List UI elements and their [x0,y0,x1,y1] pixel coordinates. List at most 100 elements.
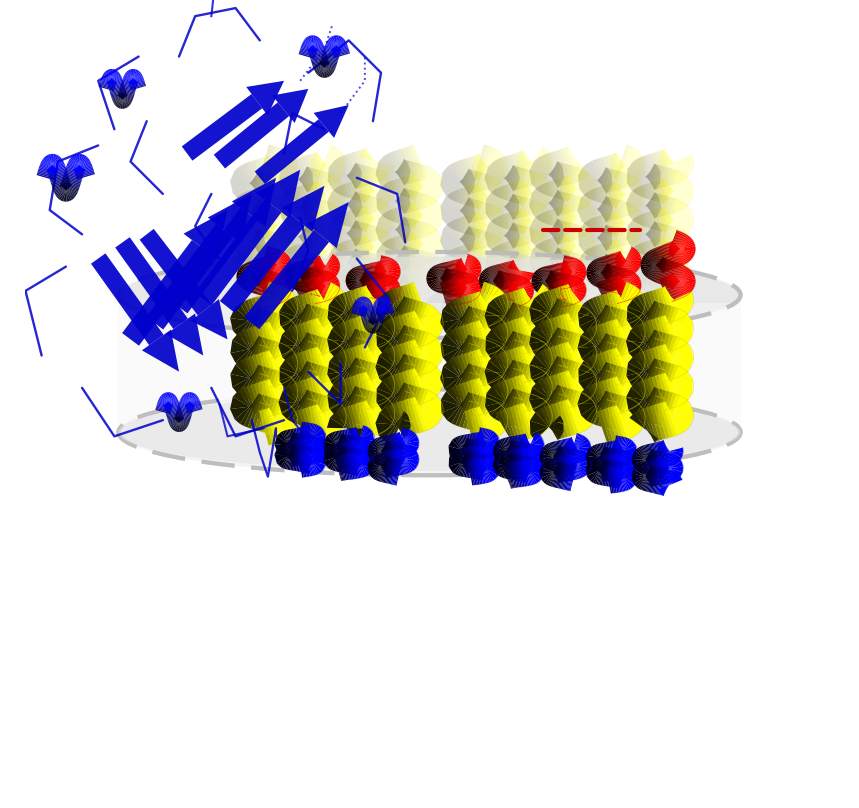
Polygon shape [265,297,291,305]
Polygon shape [511,282,530,301]
Polygon shape [515,436,521,461]
Polygon shape [308,424,315,449]
Polygon shape [60,185,77,195]
Polygon shape [332,48,349,55]
Polygon shape [332,187,358,217]
Polygon shape [406,221,420,255]
Polygon shape [611,254,618,280]
Polygon shape [591,447,606,470]
Polygon shape [616,284,634,317]
Polygon shape [289,294,307,316]
Polygon shape [267,400,283,434]
Polygon shape [195,200,282,305]
Polygon shape [57,185,71,199]
Polygon shape [603,456,609,481]
Polygon shape [266,317,275,342]
Polygon shape [108,82,124,87]
Polygon shape [359,292,367,318]
Polygon shape [308,309,315,334]
Polygon shape [294,266,305,290]
Polygon shape [661,207,689,237]
Polygon shape [617,462,623,488]
Polygon shape [387,187,405,221]
Polygon shape [377,288,383,314]
Polygon shape [379,283,387,309]
Polygon shape [304,451,322,473]
Polygon shape [313,299,320,325]
Polygon shape [661,364,675,398]
Polygon shape [471,459,477,485]
Polygon shape [517,351,551,367]
Polygon shape [601,380,615,415]
Polygon shape [270,280,280,304]
Polygon shape [512,304,529,325]
Polygon shape [257,305,265,331]
Polygon shape [570,450,579,475]
Polygon shape [563,203,595,229]
Polygon shape [619,313,637,333]
Polygon shape [614,239,629,274]
Polygon shape [157,403,173,409]
Polygon shape [295,266,305,290]
Polygon shape [369,319,376,334]
Polygon shape [537,162,558,193]
Polygon shape [441,263,448,288]
Polygon shape [547,405,562,440]
Polygon shape [502,440,511,465]
Polygon shape [651,377,664,411]
Polygon shape [346,291,360,326]
Polygon shape [673,236,690,257]
Polygon shape [509,286,515,311]
Polygon shape [37,172,56,179]
Polygon shape [155,409,171,415]
Polygon shape [626,334,661,353]
Polygon shape [521,317,547,347]
Polygon shape [268,403,290,434]
Polygon shape [510,307,532,325]
Polygon shape [399,432,409,457]
Polygon shape [328,434,344,457]
Polygon shape [631,188,658,218]
Polygon shape [673,234,687,257]
Polygon shape [521,448,526,473]
Polygon shape [118,95,131,103]
Polygon shape [534,190,560,221]
Polygon shape [300,422,305,448]
Polygon shape [559,308,565,333]
Polygon shape [107,75,121,82]
Polygon shape [460,306,476,328]
Polygon shape [435,265,446,288]
Polygon shape [341,241,357,275]
Polygon shape [113,95,127,103]
Polygon shape [314,267,329,302]
Polygon shape [570,452,586,475]
Polygon shape [252,338,265,372]
Polygon shape [395,444,402,469]
Polygon shape [329,37,341,51]
Polygon shape [618,289,638,308]
Polygon shape [362,305,376,340]
Polygon shape [306,255,319,291]
Polygon shape [611,296,644,309]
Polygon shape [244,393,259,427]
Polygon shape [461,274,472,298]
Polygon shape [497,440,514,462]
Polygon shape [450,306,469,339]
Polygon shape [48,154,59,172]
Polygon shape [672,238,692,256]
Polygon shape [301,431,326,444]
Polygon shape [615,462,621,488]
Polygon shape [532,302,557,314]
Polygon shape [406,146,419,182]
Polygon shape [481,444,488,470]
Polygon shape [559,255,565,281]
Polygon shape [120,85,136,90]
Polygon shape [606,265,613,290]
Polygon shape [332,44,347,51]
Polygon shape [346,250,360,284]
Polygon shape [634,250,655,281]
Polygon shape [294,224,309,258]
Polygon shape [377,326,410,353]
Polygon shape [347,406,361,440]
Polygon shape [478,204,494,238]
